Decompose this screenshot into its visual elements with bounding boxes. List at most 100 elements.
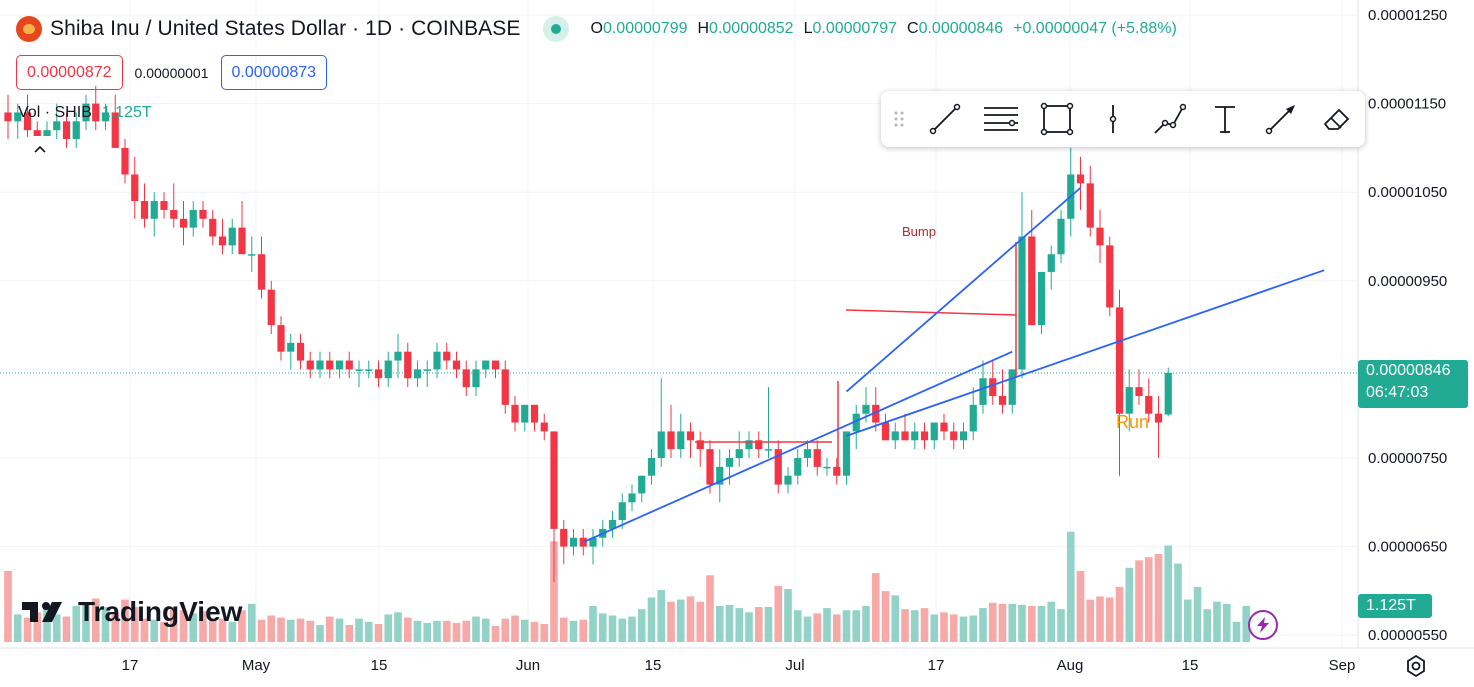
candle-body (911, 431, 919, 441)
volume-bar (267, 615, 276, 642)
symbol-header: Shiba Inu / United States Dollar · 1D · … (16, 16, 1177, 42)
arrow-icon[interactable] (1253, 91, 1309, 147)
candle-body (287, 342, 295, 352)
volume-bar (1183, 599, 1192, 642)
volume-bar (325, 616, 334, 642)
volume-bar (842, 610, 851, 642)
volume-legend[interactable]: Vol · SHIB 1.125T (18, 104, 152, 122)
sell-button[interactable]: 0.00000872 (16, 55, 123, 90)
candle-body (540, 422, 548, 432)
candle-body (1145, 395, 1153, 414)
candle-body (140, 201, 149, 219)
buy-button[interactable]: 0.00000873 (220, 55, 328, 90)
candle-body (755, 440, 763, 450)
volume-bar (452, 622, 461, 642)
volume-bar (1232, 621, 1241, 642)
candle-body (472, 369, 480, 388)
drawing-toolbar (881, 91, 1365, 147)
volume-bar (725, 604, 734, 642)
path-icon[interactable] (1141, 91, 1197, 147)
volume-bar (33, 612, 42, 642)
volume-bar (4, 570, 12, 642)
candle-body (969, 404, 977, 432)
candle-body (62, 121, 71, 140)
candle-body (150, 201, 158, 219)
time-tick-label: 15 (645, 657, 662, 674)
candle-body (1096, 227, 1104, 246)
volume-bar (491, 626, 500, 642)
volume-bar (306, 620, 315, 642)
collapse-legend-button[interactable] (26, 136, 54, 162)
candle-body (628, 493, 636, 503)
candle-body (1115, 307, 1124, 414)
volume-bar (979, 608, 987, 642)
candle-body (677, 431, 685, 450)
volume-bar (1018, 604, 1026, 642)
tradingview-logo[interactable]: TradingView (22, 596, 242, 628)
price-tick-label: 0.00001250 (1368, 7, 1447, 24)
volume-bar (940, 612, 948, 642)
volume-bar (715, 605, 724, 642)
candle-body (82, 103, 90, 122)
candle-body (901, 431, 909, 441)
volume-bar (774, 585, 783, 642)
volume-bar (598, 613, 607, 642)
candle-body (511, 404, 519, 423)
candle-body (764, 449, 773, 451)
time-axis: 17 May 15 Jun 15 Jul 17 Aug 15 Sep (0, 647, 1474, 674)
market-status-icon[interactable] (542, 16, 569, 42)
vertical-line-icon[interactable] (1085, 91, 1141, 147)
candle-body (326, 360, 334, 370)
trend-line-icon[interactable] (917, 91, 973, 147)
price-tick-label: 0.00000650 (1368, 539, 1447, 556)
time-tick-label: 15 (1182, 657, 1199, 674)
volume-bar (988, 602, 997, 642)
candle-body (277, 325, 285, 352)
candle-body (452, 360, 461, 370)
volume-bars (4, 531, 1251, 642)
volume-bar (1057, 609, 1065, 642)
horizontal-lines-icon[interactable] (973, 91, 1029, 147)
volume-bar (111, 612, 120, 642)
eraser-icon[interactable] (1309, 91, 1365, 147)
price-tick-label: 0.00000750 (1368, 450, 1447, 467)
volume-bar (696, 601, 705, 642)
candle-body (316, 360, 324, 370)
volume-bar (199, 611, 207, 642)
grip-icon[interactable] (881, 109, 917, 129)
candle-body (862, 404, 870, 414)
candle-body (248, 254, 256, 256)
candle-body (1018, 236, 1026, 370)
candle-body (238, 227, 246, 255)
price-tick-label: 0.00000550 (1368, 627, 1447, 644)
candle-body (257, 254, 266, 290)
volume-bar (540, 623, 549, 642)
rectangle-icon[interactable] (1029, 91, 1085, 147)
candle-body (1028, 236, 1036, 326)
volume-bar (160, 621, 168, 642)
volume-bar (754, 607, 763, 642)
volume-bar (852, 610, 861, 642)
candle-body (296, 342, 305, 361)
settings-gear-icon[interactable] (1404, 654, 1428, 678)
volume-bar (559, 617, 568, 642)
symbol-title[interactable]: Shiba Inu / United States Dollar · 1D · … (50, 17, 521, 40)
volume-bar (1115, 586, 1124, 642)
volume-bar (1135, 560, 1143, 642)
candle-body (852, 413, 860, 432)
candle-body (774, 449, 782, 485)
text-icon[interactable] (1197, 91, 1253, 147)
candle-body (716, 466, 724, 485)
volume-bar (735, 608, 744, 642)
volume-bar (520, 619, 529, 642)
candle-body (1125, 387, 1133, 414)
volume-bar (784, 589, 792, 642)
volume-bar (589, 605, 597, 642)
volume-bar (959, 616, 968, 642)
candle-body (979, 378, 987, 405)
lightning-icon[interactable] (1248, 610, 1278, 640)
volume-bar (218, 618, 227, 642)
candle-body (618, 502, 626, 521)
volume-bar (920, 608, 929, 642)
